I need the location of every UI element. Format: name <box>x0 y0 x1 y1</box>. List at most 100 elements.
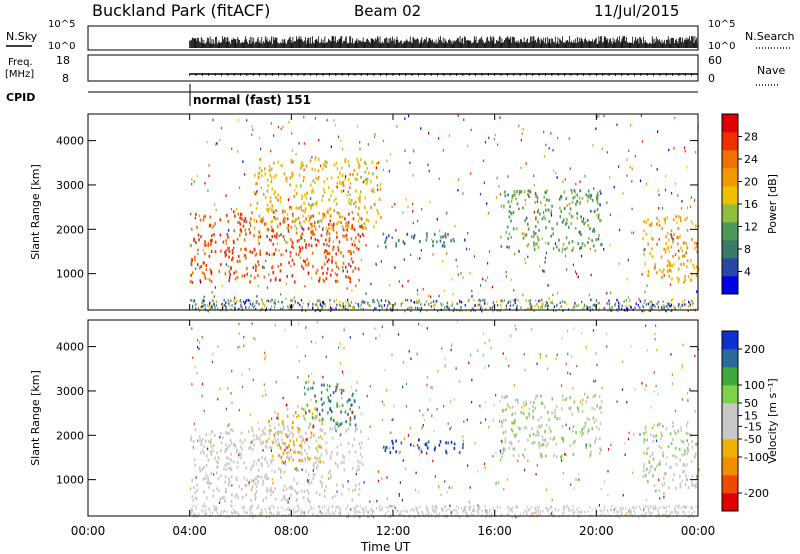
data-cell <box>331 427 334 431</box>
data-cell <box>301 161 303 165</box>
data-cell <box>329 473 332 477</box>
data-cell <box>260 433 263 437</box>
data-cell <box>253 234 255 238</box>
data-cell <box>372 187 375 191</box>
data-cell <box>308 478 310 482</box>
data-cell <box>264 475 266 479</box>
data-cell <box>342 302 344 305</box>
data-cell <box>591 508 593 511</box>
data-cell <box>400 441 403 445</box>
data-cell <box>317 177 319 181</box>
data-cell <box>347 301 349 305</box>
data-cell <box>300 184 302 188</box>
data-cell <box>190 435 193 439</box>
data-cell <box>238 221 241 225</box>
data-cell <box>234 302 236 305</box>
data-cell <box>310 230 313 234</box>
data-cell <box>385 309 387 313</box>
data-cell <box>487 212 490 215</box>
data-cell <box>353 416 356 420</box>
data-cell <box>592 329 595 332</box>
data-cell <box>276 514 278 517</box>
data-cell <box>654 467 656 471</box>
data-cell <box>551 204 553 208</box>
data-cell <box>669 432 672 436</box>
data-cell <box>617 301 620 304</box>
data-cell <box>456 320 458 324</box>
data-cell <box>332 419 335 422</box>
data-cell <box>665 505 668 509</box>
data-cell <box>292 304 294 307</box>
data-cell <box>387 304 389 307</box>
data-cell <box>301 511 303 514</box>
data-cell <box>198 341 200 344</box>
colorbar-block <box>722 168 738 187</box>
data-cell <box>499 116 501 119</box>
data-cell <box>318 418 321 422</box>
data-cell <box>666 216 669 220</box>
data-cell <box>323 213 325 217</box>
data-cell <box>343 456 345 460</box>
data-cell <box>492 309 494 313</box>
data-cell <box>619 507 621 510</box>
data-cell <box>346 193 349 197</box>
data-cell <box>521 232 523 235</box>
data-cell <box>365 292 367 295</box>
data-cell <box>274 299 276 302</box>
data-cell <box>566 246 568 250</box>
data-cell <box>664 221 667 225</box>
data-cell <box>433 448 436 452</box>
data-cell <box>696 250 699 254</box>
data-cell <box>244 247 246 251</box>
data-cell <box>229 304 231 307</box>
data-cell <box>517 299 519 302</box>
data-cell <box>328 506 330 509</box>
data-cell <box>308 458 311 461</box>
data-cell <box>516 190 518 193</box>
data-cell <box>324 191 326 194</box>
data-cell <box>575 202 577 206</box>
data-cell <box>509 406 511 409</box>
data-cell <box>297 426 299 430</box>
data-cell <box>244 301 246 304</box>
data-cell <box>204 511 206 514</box>
data-cell <box>227 246 229 250</box>
data-cell <box>486 302 489 305</box>
data-cell <box>527 189 530 193</box>
data-cell <box>440 493 442 496</box>
data-cell <box>570 188 573 192</box>
data-cell <box>262 441 264 445</box>
data-cell <box>301 227 303 230</box>
data-cell <box>310 190 313 194</box>
data-cell <box>604 505 606 509</box>
data-cell <box>544 203 546 207</box>
data-cell <box>335 509 337 512</box>
data-cell <box>228 481 230 485</box>
data-cell <box>300 235 302 238</box>
data-cell <box>685 424 688 428</box>
data-cell <box>344 158 347 162</box>
data-cell <box>655 504 657 508</box>
data-cell <box>686 478 688 481</box>
data-cell <box>417 219 419 223</box>
data-cell <box>414 306 417 310</box>
data-cell <box>535 225 537 228</box>
data-cell <box>427 440 430 444</box>
data-cell <box>244 483 247 487</box>
data-cell <box>537 433 539 437</box>
data-cell <box>444 480 446 483</box>
data-cell <box>321 266 323 270</box>
data-cell <box>308 409 310 413</box>
data-cell <box>593 420 596 424</box>
x-tick-label: 04:00 <box>172 524 207 538</box>
data-cell <box>521 406 523 409</box>
data-cell <box>194 258 196 262</box>
data-cell <box>528 299 530 303</box>
data-cell <box>596 404 598 408</box>
data-cell <box>622 192 624 195</box>
data-cell <box>211 445 213 449</box>
data-cell <box>356 157 359 161</box>
data-cell <box>481 309 483 313</box>
